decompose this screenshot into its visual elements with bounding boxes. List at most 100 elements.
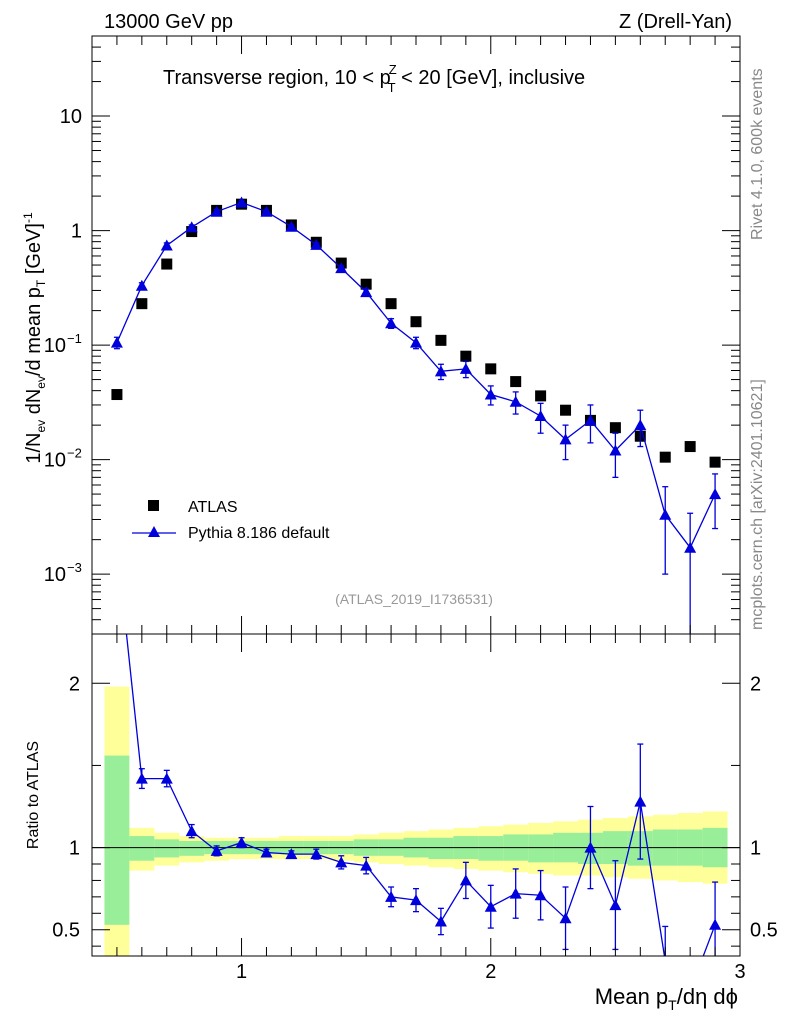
ratio-data-point xyxy=(160,772,173,784)
atlas-data-point xyxy=(111,389,123,401)
ylabel-b: dN xyxy=(23,389,45,420)
uncertainty-band-green xyxy=(478,836,504,861)
pythia-data-point xyxy=(459,362,472,374)
ratio-ytick-label-left: 2 xyxy=(69,673,80,695)
pythia-data-point xyxy=(335,262,348,274)
atlas-data-point xyxy=(709,456,721,468)
pythia-data-point xyxy=(509,395,522,407)
ratio-data-point xyxy=(335,856,348,868)
pythia-data-point xyxy=(110,336,123,348)
main-ytick-exponent: −1 xyxy=(67,331,82,346)
ratio-data-point xyxy=(559,912,572,924)
uncertainty-band-green xyxy=(179,841,205,856)
ylabel-c-sub: T xyxy=(34,279,48,287)
ratio-ytick-label-right: 0.5 xyxy=(750,920,778,942)
ratio-data-point xyxy=(285,848,298,860)
ratio-xtick-label: 3 xyxy=(734,961,745,983)
legend-pythia-marker xyxy=(148,526,160,537)
legend-pythia-label: Pythia 8.186 default xyxy=(188,525,330,542)
pythia-data-point xyxy=(434,365,447,377)
uncertainty-band-green xyxy=(428,837,454,860)
pythia-data-point xyxy=(659,508,672,520)
legend-atlas-label: ATLAS xyxy=(188,499,238,516)
pythia-data-point xyxy=(385,317,398,329)
main-ylabel: 1/Nev dNev/d mean pT [GeV]-1 xyxy=(21,212,48,464)
pythia-data-point xyxy=(235,196,248,208)
atlas-data-point xyxy=(360,278,372,290)
pythia-data-point xyxy=(185,221,198,233)
atlas-data-point xyxy=(560,404,572,416)
main-ytick-label: 10 xyxy=(60,106,82,128)
ratio-data-point xyxy=(260,846,273,858)
ratio-data-point xyxy=(235,836,248,848)
main-ytick-label: 10 xyxy=(44,564,66,586)
ratio-ytick-label-left: 1 xyxy=(69,838,80,860)
ratio-data-point xyxy=(534,889,547,901)
atlas-data-point xyxy=(385,298,397,310)
ratio-xtick-label: 2 xyxy=(485,961,496,983)
uncertainty-band-green xyxy=(104,755,130,925)
ratio-data-point xyxy=(310,848,323,860)
ratio-xtick-label: 1 xyxy=(236,961,247,983)
ylabel-a-sub: ev xyxy=(34,420,48,433)
atlas-data-point xyxy=(435,334,447,346)
title-suffix: < 20 [GeV], inclusive xyxy=(396,67,586,89)
xlabel-a-sub: T xyxy=(668,997,677,1013)
ratio-data-point xyxy=(410,894,422,906)
pythia-data-point xyxy=(684,541,697,553)
title-prefix: Transverse region, 10 < p xyxy=(163,67,391,89)
pythia-data-point xyxy=(135,279,148,291)
ratio-line xyxy=(125,634,716,956)
uncertainty-band-green xyxy=(528,834,554,863)
main-ytick-label: 10 xyxy=(44,335,66,357)
ratio-ytick-label-right: 2 xyxy=(750,673,761,695)
pythia-data-point xyxy=(260,205,273,217)
atlas-data-point xyxy=(535,390,547,402)
atlas-data-point xyxy=(659,451,671,463)
ratio-data-point xyxy=(185,825,198,837)
legend: ATLAS Pythia 8.186 default xyxy=(132,499,330,542)
atlas-data-point xyxy=(460,350,472,362)
atlas-data-point xyxy=(136,298,148,310)
main-ytick-label: 10 xyxy=(44,450,66,472)
pythia-data-point xyxy=(310,238,323,250)
ratio-data-point xyxy=(584,841,597,853)
atlas-data-point xyxy=(510,376,522,388)
ratio-data-point xyxy=(210,844,223,856)
main-ytick-exponent: −2 xyxy=(67,446,82,461)
title-sub: T xyxy=(388,80,396,95)
main-frame xyxy=(91,35,741,635)
ratio-data-point xyxy=(509,887,522,899)
atlas-data-point xyxy=(410,316,422,328)
ratio-data-point xyxy=(385,890,398,902)
main-ytick-exponent: −3 xyxy=(67,560,82,575)
ratio-data-point xyxy=(360,859,373,871)
pythia-data-point xyxy=(709,488,722,500)
pythia-data-point xyxy=(210,205,223,217)
pythia-data-point xyxy=(484,388,497,400)
pythia-data-point xyxy=(360,286,373,298)
ratio-data-point xyxy=(484,900,497,912)
ratio-data-point xyxy=(609,899,622,911)
pythia-data-point xyxy=(410,336,422,348)
legend-atlas-marker xyxy=(148,500,159,511)
ylabel-d: [GeV] xyxy=(23,223,45,280)
ratio-frame xyxy=(91,633,741,957)
ratio-data-point xyxy=(709,918,722,930)
ratio-data-point xyxy=(634,795,647,807)
pythia-data-point xyxy=(609,444,622,456)
ratio-data-point xyxy=(135,772,148,784)
mcplots-label: mcplots.cern.ch [arXiv:2401.10621] xyxy=(749,379,766,630)
atlas-data-point xyxy=(485,363,497,375)
title-sup: Z xyxy=(389,62,397,77)
ratio-series-group xyxy=(125,634,722,956)
xlabel-b: /dη dϕ xyxy=(677,984,738,1009)
ratio-panel: 0.5 0.5 1 1 2 2 1 2 3 Ratio to ATLAS Mean pT/dη … xyxy=(25,633,778,1013)
pythia-data-point xyxy=(584,414,597,426)
ratio-xlabel: Mean pT/dη dϕ xyxy=(595,984,738,1013)
pythia-data-point xyxy=(534,410,547,422)
header-left: 13000 GeV pp xyxy=(104,11,233,33)
pythia-data-point xyxy=(634,419,647,431)
ratio-data-point xyxy=(459,874,472,886)
